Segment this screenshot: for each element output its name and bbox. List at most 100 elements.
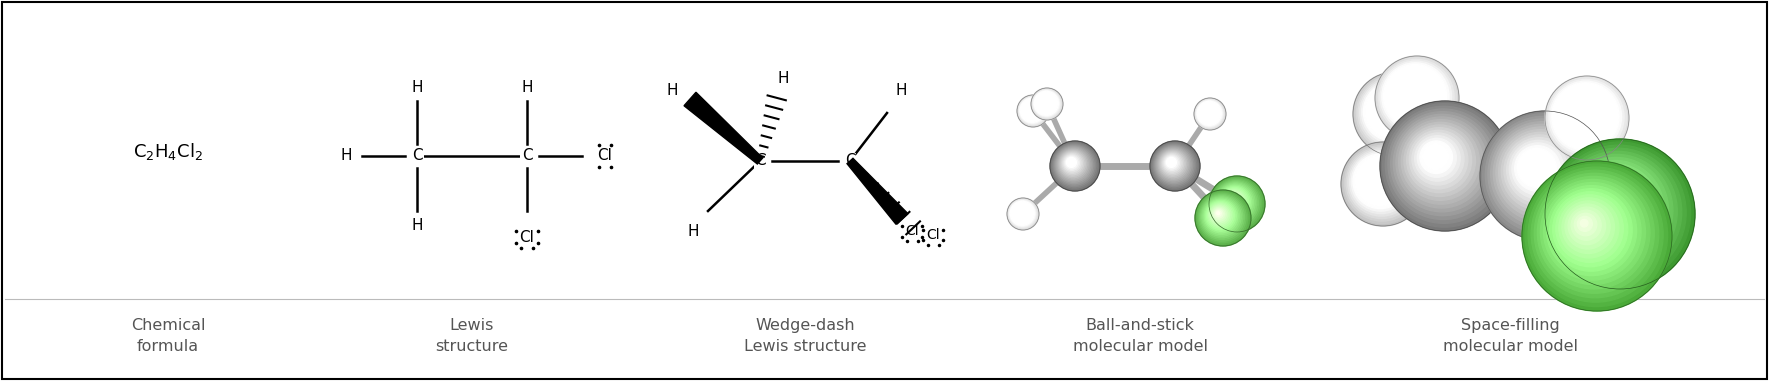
Circle shape xyxy=(1378,59,1454,135)
Circle shape xyxy=(1367,168,1389,189)
Text: Chemical
formula: Chemical formula xyxy=(131,318,205,354)
Circle shape xyxy=(1067,158,1076,166)
Circle shape xyxy=(1030,107,1031,110)
Text: C: C xyxy=(412,149,423,163)
Circle shape xyxy=(1199,103,1219,122)
Circle shape xyxy=(1532,170,1659,298)
Circle shape xyxy=(1215,182,1256,224)
Circle shape xyxy=(1548,80,1624,155)
Circle shape xyxy=(1353,72,1436,156)
Circle shape xyxy=(1206,110,1208,113)
Circle shape xyxy=(1348,149,1415,216)
Circle shape xyxy=(1562,201,1615,253)
Circle shape xyxy=(1576,170,1650,245)
Circle shape xyxy=(1383,103,1392,111)
Circle shape xyxy=(1205,200,1237,231)
Circle shape xyxy=(1371,89,1412,131)
Circle shape xyxy=(1498,130,1583,214)
Circle shape xyxy=(1564,95,1601,133)
Circle shape xyxy=(1054,145,1093,185)
Circle shape xyxy=(1010,201,1035,225)
Circle shape xyxy=(1015,207,1026,217)
Circle shape xyxy=(1019,210,1022,213)
Circle shape xyxy=(1390,72,1436,118)
Circle shape xyxy=(1169,160,1173,165)
Circle shape xyxy=(1010,202,1033,224)
Circle shape xyxy=(1359,77,1429,149)
Text: Wedge-dash
Lewis structure: Wedge-dash Lewis structure xyxy=(743,318,867,354)
Circle shape xyxy=(1164,155,1180,170)
Circle shape xyxy=(1578,109,1581,113)
Circle shape xyxy=(1203,107,1214,118)
Circle shape xyxy=(1585,179,1638,232)
Circle shape xyxy=(1417,138,1456,177)
Circle shape xyxy=(1555,195,1624,263)
Circle shape xyxy=(1201,104,1217,120)
Polygon shape xyxy=(847,158,907,224)
Circle shape xyxy=(1205,109,1210,114)
Circle shape xyxy=(1201,197,1242,236)
Circle shape xyxy=(1412,133,1465,185)
Circle shape xyxy=(1390,112,1495,216)
Circle shape xyxy=(1341,142,1426,226)
Circle shape xyxy=(1215,183,1254,222)
Circle shape xyxy=(1551,83,1619,150)
Text: Cl: Cl xyxy=(520,229,534,245)
Circle shape xyxy=(1070,160,1072,163)
Circle shape xyxy=(1021,98,1044,122)
Circle shape xyxy=(1058,148,1090,181)
Circle shape xyxy=(1159,150,1187,178)
Circle shape xyxy=(1396,117,1488,208)
Circle shape xyxy=(1008,200,1037,227)
Circle shape xyxy=(1028,106,1033,112)
Circle shape xyxy=(1212,207,1226,221)
Circle shape xyxy=(1208,176,1265,232)
Circle shape xyxy=(1371,171,1383,184)
Circle shape xyxy=(1389,70,1440,120)
Circle shape xyxy=(1382,101,1396,114)
Circle shape xyxy=(1215,211,1221,216)
Circle shape xyxy=(1507,138,1571,203)
Circle shape xyxy=(1401,122,1479,200)
Circle shape xyxy=(1152,143,1198,188)
Circle shape xyxy=(1214,181,1258,226)
Circle shape xyxy=(1196,101,1222,126)
Circle shape xyxy=(1401,82,1422,103)
Text: H: H xyxy=(777,72,789,86)
Circle shape xyxy=(1164,154,1182,172)
Text: H: H xyxy=(340,149,352,163)
Circle shape xyxy=(1383,104,1505,227)
Circle shape xyxy=(1201,196,1244,238)
Circle shape xyxy=(1040,97,1049,107)
Circle shape xyxy=(1546,78,1626,157)
Circle shape xyxy=(1569,163,1659,254)
Circle shape xyxy=(1065,156,1077,169)
Circle shape xyxy=(1603,197,1612,205)
Circle shape xyxy=(1150,141,1199,191)
Text: Cl: Cl xyxy=(598,149,612,163)
Circle shape xyxy=(1203,198,1240,234)
Circle shape xyxy=(1040,98,1049,106)
Circle shape xyxy=(1205,109,1212,115)
Circle shape xyxy=(1375,175,1378,179)
Circle shape xyxy=(1201,106,1215,118)
Circle shape xyxy=(1222,190,1245,212)
Circle shape xyxy=(1162,153,1182,173)
Circle shape xyxy=(1203,107,1214,117)
Circle shape xyxy=(1528,159,1541,172)
Circle shape xyxy=(1017,208,1024,216)
Circle shape xyxy=(1566,97,1599,130)
Circle shape xyxy=(1555,148,1682,276)
Text: C: C xyxy=(844,154,856,168)
Circle shape xyxy=(1221,187,1249,216)
Circle shape xyxy=(1068,160,1074,165)
Circle shape xyxy=(1352,152,1410,211)
Circle shape xyxy=(1362,163,1396,196)
Circle shape xyxy=(1159,149,1189,179)
Circle shape xyxy=(1406,128,1472,193)
Circle shape xyxy=(1355,74,1435,154)
Circle shape xyxy=(1398,78,1428,108)
Circle shape xyxy=(1194,98,1226,130)
Circle shape xyxy=(1035,92,1058,114)
Circle shape xyxy=(1544,182,1642,280)
